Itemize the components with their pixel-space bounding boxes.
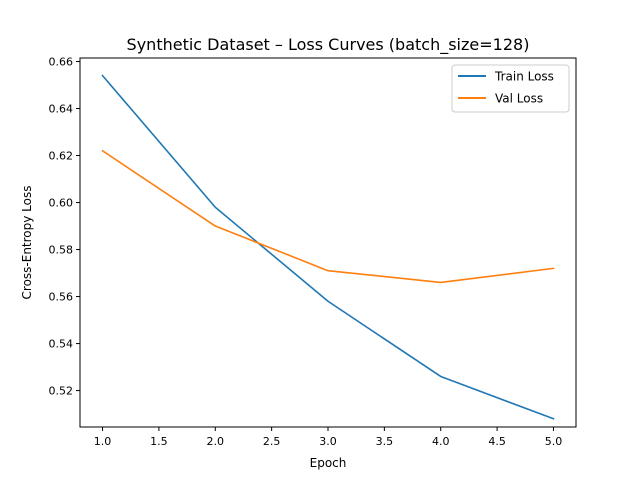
x-tick-label: 1.0: [94, 435, 112, 448]
x-tick-label: 4.0: [432, 435, 450, 448]
x-tick-label: 4.5: [488, 435, 506, 448]
legend-label-train-loss: Train Loss: [494, 70, 554, 84]
y-tick-label: 0.56: [49, 291, 74, 304]
y-tick-label: 0.52: [49, 385, 74, 398]
x-tick-label: 2.5: [263, 435, 281, 448]
x-tick-label: 3.0: [319, 435, 337, 448]
legend-label-val-loss: Val Loss: [495, 92, 543, 106]
y-tick-label: 0.58: [49, 244, 74, 257]
chart-title: Synthetic Dataset – Loss Curves (batch_s…: [127, 35, 530, 55]
series-line-train-loss: [101, 74, 555, 420]
x-tick-label: 1.5: [150, 435, 168, 448]
legend: Train Loss Val Loss: [451, 64, 570, 113]
y-tick-label: 0.66: [49, 56, 74, 69]
series-line-val-loss: [101, 149, 555, 284]
x-tick-label: 2.0: [207, 435, 225, 448]
y-tick-label: 0.62: [49, 150, 74, 163]
plot-frame: [79, 57, 577, 428]
y-axis-ticks: 0.52 0.54 0.56 0.58 0.60 0.62 0.64 0.66: [49, 56, 80, 398]
y-axis-label: Cross-Entropy Loss: [20, 186, 34, 300]
x-tick-label: 5.0: [545, 435, 563, 448]
x-axis-label: Epoch: [310, 456, 347, 470]
plot-lines: [101, 74, 555, 420]
x-tick-label: 3.5: [376, 435, 394, 448]
y-tick-label: 0.60: [49, 197, 74, 210]
y-tick-label: 0.64: [49, 103, 74, 116]
y-tick-label: 0.54: [49, 338, 74, 351]
x-axis-ticks: 1.0 1.5 2.0 2.5 3.0 3.5 4.0 4.5 5.0: [94, 427, 562, 448]
